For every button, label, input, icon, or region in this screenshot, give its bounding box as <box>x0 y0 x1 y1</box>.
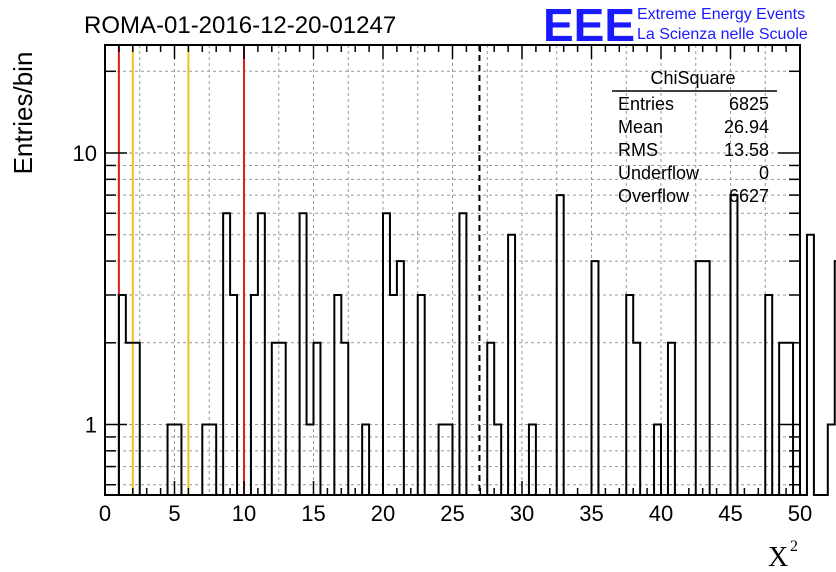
stats-label-overflow: Overflow <box>618 186 690 206</box>
x-tick-labels: 0 5 10 15 20 25 30 35 40 45 50 <box>99 501 812 526</box>
chart-title: ROMA-01-2016-12-20-01247 <box>84 12 396 39</box>
stats-box: ChiSquare Entries 6825 Mean 26.94 RMS 13… <box>612 68 777 206</box>
x-tick-label: 40 <box>649 501 673 526</box>
x-tick-label: 45 <box>718 501 742 526</box>
x-tick-label: 25 <box>440 501 464 526</box>
x-axis-label-superscript: 2 <box>790 538 798 555</box>
x-tick-label: 20 <box>371 501 395 526</box>
stats-value-overflow: 6627 <box>729 186 769 206</box>
y-tick-label: 1 <box>85 413 97 438</box>
x-tick-label: 15 <box>301 501 325 526</box>
axis-ticks <box>104 45 801 495</box>
x-tick-label: 5 <box>168 501 180 526</box>
x-axis-label-main: X <box>768 542 788 572</box>
stats-label-entries: Entries <box>618 94 674 114</box>
logo-line-2: La Scienza nelle Scuole <box>637 26 808 43</box>
stats-label-mean: Mean <box>618 117 663 137</box>
x-axis-label: X 2 <box>768 538 798 572</box>
x-tick-label: 30 <box>510 501 534 526</box>
x-tick-label: 0 <box>99 501 111 526</box>
x-tick-label: 50 <box>788 501 812 526</box>
x-tick-label: 35 <box>579 501 603 526</box>
eee-logo: EEE Extreme Energy Events La Scienza nel… <box>543 0 808 51</box>
stats-value-rms: 13.58 <box>724 140 769 160</box>
logo-line-1: Extreme Energy Events <box>637 6 805 23</box>
y-tick-labels: 1 10 <box>73 141 97 437</box>
stats-value-entries: 6825 <box>729 94 769 114</box>
logo-acronym: EEE <box>543 0 635 51</box>
stats-title: ChiSquare <box>650 68 735 88</box>
histogram-line <box>105 194 836 496</box>
x-tick-label: 10 <box>232 501 256 526</box>
y-axis-label: Entries/bin <box>8 52 38 175</box>
stats-value-mean: 26.94 <box>724 117 769 137</box>
y-tick-label: 10 <box>73 141 97 166</box>
stats-label-underflow: Underflow <box>618 163 700 183</box>
stats-value-underflow: 0 <box>759 163 769 183</box>
stats-label-rms: RMS <box>618 140 658 160</box>
